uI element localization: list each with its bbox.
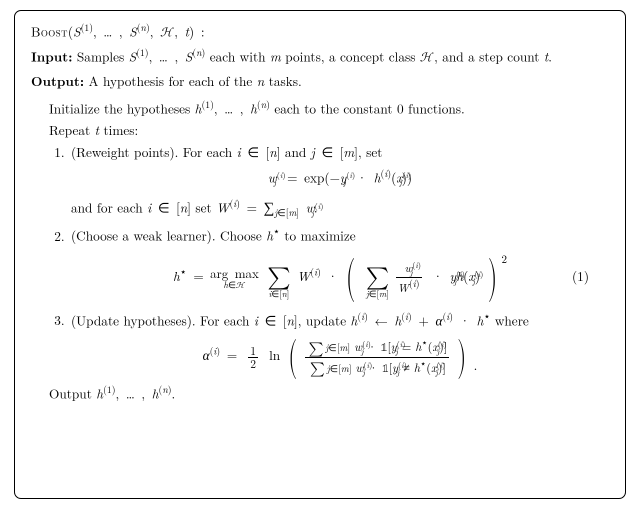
eq-alpha: α(i) = 12 ln ( ∑j∈[m] w(i)j · 𝟙[y(i)j = … bbox=[71, 337, 609, 377]
page: Boost(S(1), … , S(n), ℋ, t) : Input: Sam… bbox=[0, 0, 640, 511]
final-output: Output h(1), … , h(n). bbox=[49, 383, 609, 402]
algo-signature: Boost(S(1), … , S(n), ℋ, t) : bbox=[31, 21, 609, 42]
eq-argmax: h⋆ = arg max h∈ℋ ∑ i∈[n] W(i) · ( bbox=[71, 253, 609, 300]
algorithm-box: Boost(S(1), … , S(n), ℋ, t) : Input: Sam… bbox=[14, 10, 626, 499]
input-line: Input: Samples S(1), … , S(n) each with … bbox=[31, 46, 609, 67]
step-2: (Choose a weak learner). Choose h⋆ to ma… bbox=[69, 225, 609, 300]
equation-number: (1) bbox=[572, 267, 589, 285]
repeat-line: Repeat t times: bbox=[49, 121, 609, 139]
step-list: (Reweight points). For each i ∈ [n] and … bbox=[69, 143, 609, 377]
output-label: Output: bbox=[31, 71, 84, 90]
step-1: (Reweight points). For each i ∈ [n] and … bbox=[69, 143, 609, 219]
eq-weights: w(i)j = exp(−y(i)j · h(i)(x(i)j)) bbox=[71, 167, 609, 189]
input-label: Input: bbox=[31, 47, 72, 66]
init-line: Initialize the hypotheses h(1), … , h(n)… bbox=[49, 98, 609, 117]
step-3: (Update hypotheses). For each i ∈ [n], u… bbox=[69, 310, 609, 377]
output-line: Output: A hypothesis for each of the n t… bbox=[31, 72, 609, 90]
